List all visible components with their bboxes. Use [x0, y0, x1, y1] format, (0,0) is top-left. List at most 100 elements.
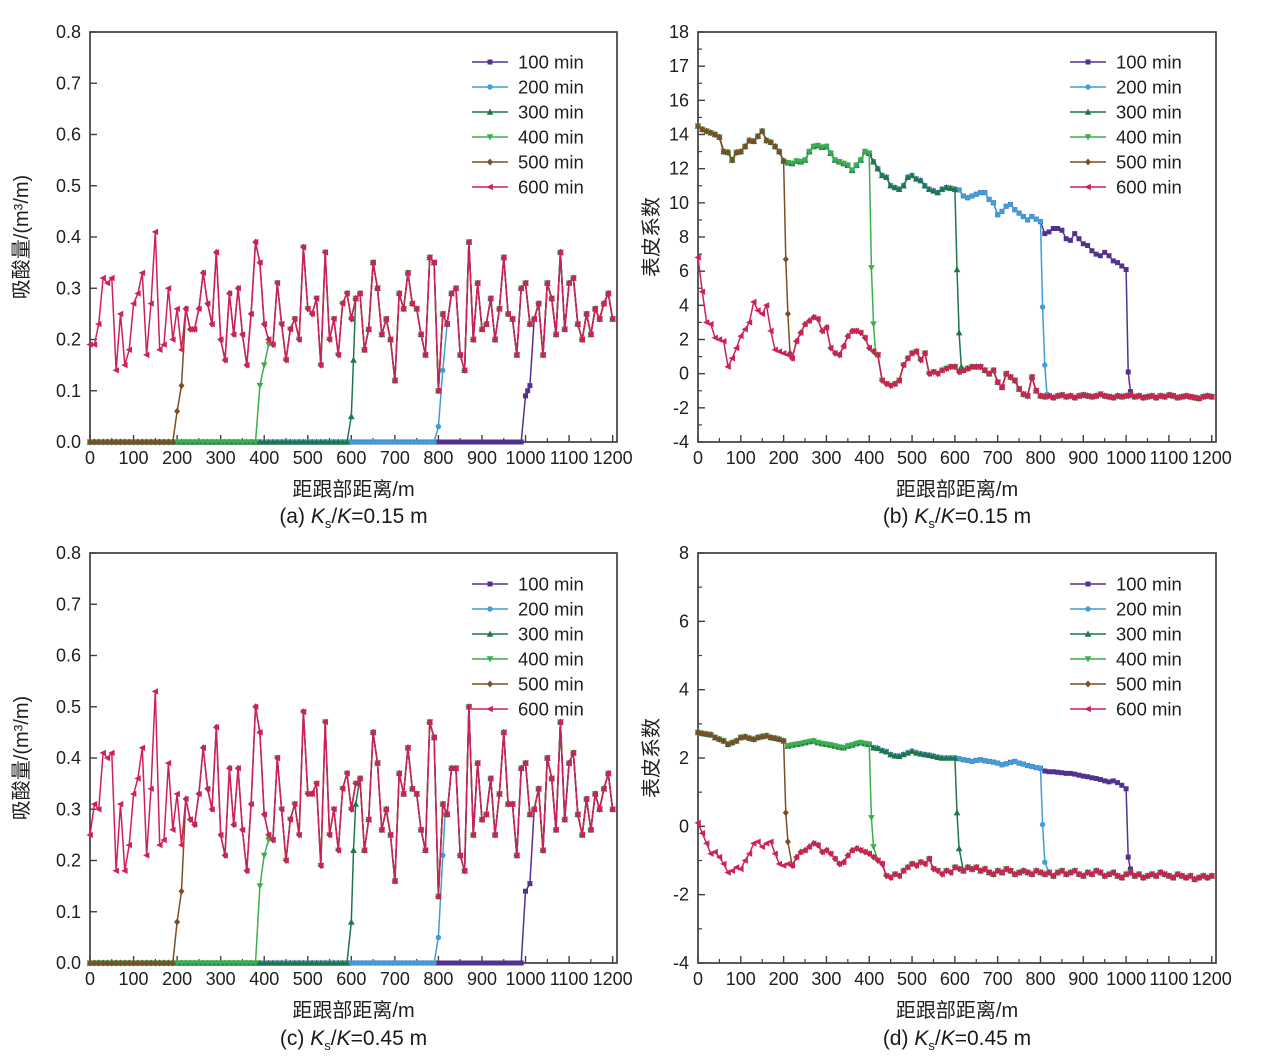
x-tick-label: 900: [1068, 969, 1098, 989]
x-tick-label: 700: [380, 448, 410, 468]
legend-label: 600 min: [518, 699, 584, 720]
caption-c-k1: K: [310, 1027, 325, 1050]
x-axis-label: 距跟部距离/m: [292, 478, 414, 501]
x-tick-label: 0: [693, 448, 703, 468]
x-tick-label: 200: [769, 448, 799, 468]
x-axis-label: 距跟部距离/m: [896, 478, 1018, 501]
y-tick-label: 14: [669, 125, 689, 145]
caption-b-prefix: (b): [882, 505, 915, 528]
y-tick-label: 10: [669, 193, 689, 213]
legend-label: 200 min: [1116, 77, 1182, 98]
x-tick-label: 600: [336, 448, 366, 468]
x-tick-label: 800: [423, 969, 453, 989]
caption-c-tail: =0.45 m: [350, 1027, 428, 1050]
x-tick-label: 600: [336, 969, 366, 989]
legend-marker-diamond: [1085, 158, 1091, 166]
x-tick-label: 1200: [1192, 448, 1232, 468]
legend-label: 100 min: [518, 52, 584, 73]
y-tick-label: 0.3: [56, 278, 81, 298]
y-tick-label: 0.0: [56, 953, 81, 973]
x-tick-label: 600: [940, 448, 970, 468]
legend-marker-circle: [1085, 606, 1091, 612]
y-tick-label: 0.5: [56, 697, 81, 717]
y-tick-label: 8: [679, 227, 689, 247]
x-tick-label: 900: [467, 448, 497, 468]
y-tick-label: 0.4: [56, 227, 81, 247]
legend-marker-square: [487, 59, 493, 65]
legend-marker-triangle-up: [1084, 630, 1092, 637]
x-tick-label: 1000: [1106, 969, 1146, 989]
caption-c-k2: K: [336, 1027, 351, 1050]
caption-a-prefix: (a): [279, 505, 311, 528]
caption-b-tail: =0.15 m: [954, 505, 1032, 528]
x-tick-label: 900: [1068, 448, 1098, 468]
y-tick-label: 2: [679, 748, 689, 768]
legend-label: 300 min: [1116, 102, 1182, 123]
y-axis-label: 吸酸量/(m³/m): [10, 696, 33, 820]
x-tick-label: 100: [726, 448, 756, 468]
x-tick-label: 400: [854, 969, 884, 989]
x-tick-label: 1100: [550, 969, 589, 989]
y-tick-label: 0.0: [56, 432, 81, 452]
y-tick-label: 0.8: [56, 22, 81, 42]
x-tick-label: 1100: [1150, 448, 1189, 468]
legend-marker-triangle-up: [486, 108, 494, 115]
x-tick-label: 0: [693, 969, 703, 989]
legend-label: 100 min: [1116, 52, 1182, 73]
x-tick-label: 800: [1025, 969, 1055, 989]
caption-d-mid: /: [934, 1027, 941, 1050]
caption-d-tail: =0.45 m: [954, 1027, 1032, 1050]
x-tick-label: 800: [1025, 448, 1055, 468]
caption-b-k1: K: [914, 505, 929, 528]
x-tick-label: 1200: [593, 969, 633, 989]
x-tick-label: 1200: [1192, 969, 1232, 989]
y-axis-label: 表皮系数: [640, 197, 663, 277]
caption-b-sub: s: [928, 516, 935, 532]
y-tick-label: 0: [679, 364, 689, 384]
legend-label: 400 min: [1116, 649, 1182, 670]
x-tick-label: 900: [467, 969, 497, 989]
x-tick-label: 300: [206, 969, 236, 989]
legend-marker-circle: [487, 84, 493, 90]
y-tick-label: 0.5: [56, 176, 81, 196]
legend-label: 500 min: [1116, 152, 1182, 173]
chart-d-canvas: 0 100 200 300 400 500 600 700 800 900 1000 1100 1200…: [640, 543, 1232, 1022]
x-tick-label: 400: [854, 448, 884, 468]
legend-label: 200 min: [1116, 599, 1182, 620]
caption-c: (c) Ks/K=0.45 m: [90, 1027, 617, 1053]
legend-label: 200 min: [518, 77, 584, 98]
y-tick-label: -2: [673, 885, 689, 905]
legend-marker-square: [487, 581, 493, 587]
caption-a-k1: K: [310, 505, 325, 528]
legend-marker-square: [1085, 59, 1091, 65]
x-tick-label: 1000: [506, 448, 546, 468]
y-tick-label: 0.6: [56, 646, 81, 666]
chart-a-canvas: 0 100 200 300 400 500 600 700 800 900 1000 1100 1200…: [10, 22, 633, 501]
x-tick-label: 1100: [1150, 969, 1189, 989]
y-tick-label: 0.2: [56, 330, 81, 350]
x-tick-label: 1100: [550, 448, 589, 468]
y-tick-label: -4: [673, 953, 689, 973]
caption-a-k2: K: [337, 505, 352, 528]
x-tick-label: 100: [726, 969, 756, 989]
x-tick-label: 300: [811, 448, 841, 468]
legend-label: 600 min: [1116, 177, 1182, 198]
x-tick-label: 800: [423, 448, 453, 468]
x-tick-label: 100: [119, 448, 149, 468]
x-tick-label: 300: [206, 448, 236, 468]
y-tick-label: -4: [673, 432, 689, 452]
x-tick-label: 200: [162, 969, 192, 989]
y-tick-label: 0.3: [56, 799, 81, 819]
y-tick-label: 0.4: [56, 748, 81, 768]
x-tick-label: 600: [940, 969, 970, 989]
y-tick-label: 17: [669, 56, 689, 76]
chart-b-canvas: 0 100 200 300 400 500 600 700 800 900 1000 1100 1200…: [640, 22, 1232, 501]
legend-label: 600 min: [518, 177, 584, 198]
y-tick-label: 0.1: [56, 902, 81, 922]
x-tick-label: 400: [249, 969, 279, 989]
x-tick-label: 0: [85, 969, 95, 989]
legend-label: 500 min: [518, 674, 584, 695]
x-tick-label: 1000: [1106, 448, 1146, 468]
y-tick-label: 0: [679, 816, 689, 836]
